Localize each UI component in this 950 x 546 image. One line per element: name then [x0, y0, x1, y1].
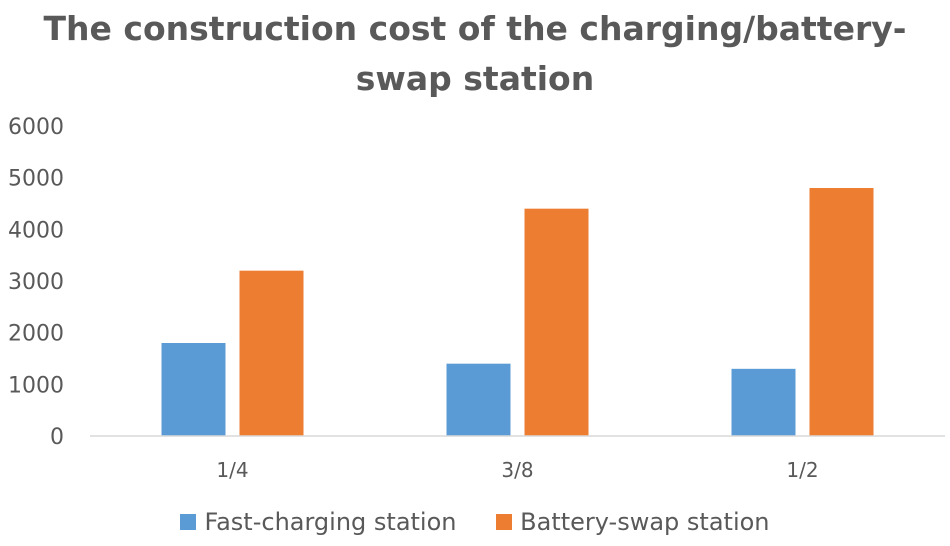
chart-title: The construction cost of the charging/ba… [0, 4, 950, 104]
y-tick-label-2000: 2000 [8, 322, 64, 347]
x-tick-label-1-2: 1/2 [786, 458, 818, 482]
legend-item-battery-swap: Battery-swap station [496, 508, 770, 536]
legend-label-fast-charging: Fast-charging station [204, 508, 457, 536]
x-tick-label-1-4: 1/4 [216, 458, 248, 482]
chart-title-line-1: The construction cost of the charging/ba… [43, 9, 907, 48]
y-tick-label-5000: 5000 [8, 167, 64, 192]
bar-fast-charging-station-3-8 [446, 363, 511, 436]
bars [161, 188, 874, 436]
y-axis-labels: 0 1000 2000 3000 4000 5000 6000 [8, 115, 64, 450]
y-tick-label-6000: 6000 [8, 115, 64, 140]
legend: Fast-charging station Battery-swap stati… [0, 508, 950, 536]
legend-label-battery-swap: Battery-swap station [520, 508, 770, 536]
y-tick-label-0: 0 [50, 425, 64, 450]
bar-battery-swap-station-3-8 [524, 208, 589, 436]
bar-fast-charging-station-1-4 [161, 343, 226, 436]
legend-swatch-fast-charging [180, 514, 197, 530]
bar-fast-charging-station-1-2 [731, 368, 796, 436]
x-tick-label-3-8: 3/8 [501, 458, 533, 482]
chart-title-line-2: swap station [355, 59, 595, 98]
bar-battery-swap-station-1-4 [239, 270, 304, 436]
x-axis-labels: 1/4 3/8 1/2 [216, 458, 818, 482]
bar-battery-swap-station-1-2 [809, 188, 874, 436]
legend-item-fast-charging: Fast-charging station [180, 508, 457, 536]
y-tick-label-3000: 3000 [8, 270, 64, 295]
y-tick-label-4000: 4000 [8, 218, 64, 243]
y-tick-label-1000: 1000 [8, 373, 64, 398]
legend-swatch-battery-swap [496, 514, 513, 530]
